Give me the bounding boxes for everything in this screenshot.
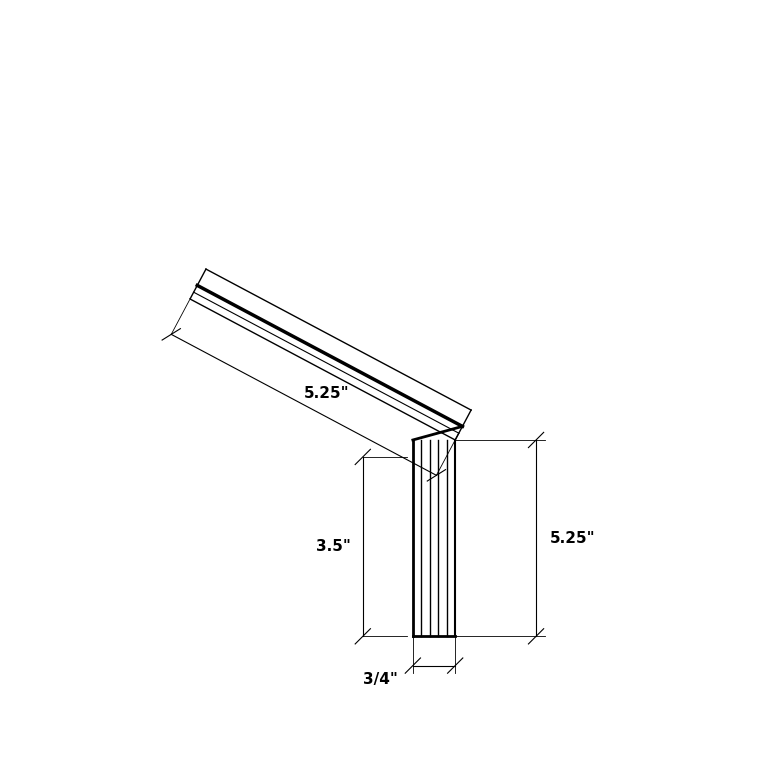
Text: 3/4": 3/4" [363,672,398,687]
Text: 5.25": 5.25" [304,386,350,400]
Text: 5.25": 5.25" [550,530,596,545]
Text: 3.5": 3.5" [316,539,351,554]
